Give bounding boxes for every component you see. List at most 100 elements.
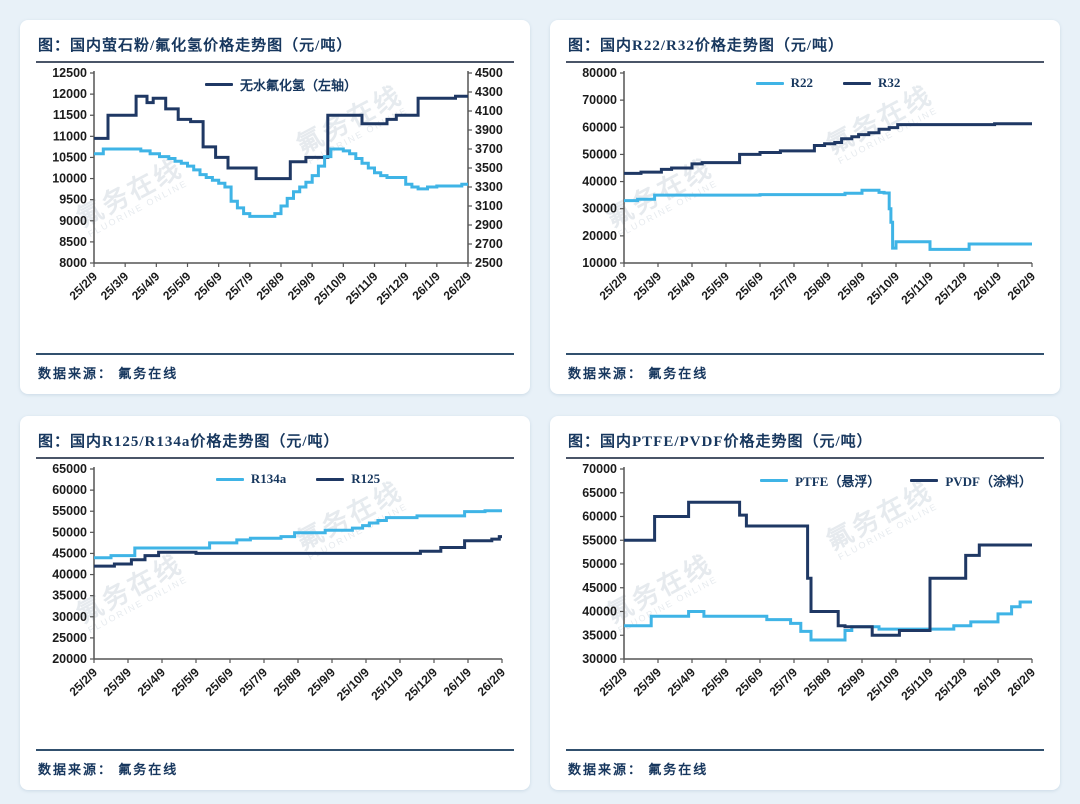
svg-text:26/1/9: 26/1/9 <box>441 665 475 699</box>
svg-text:25/4/9: 25/4/9 <box>135 665 169 699</box>
svg-text:11500: 11500 <box>53 108 87 122</box>
svg-text:3700: 3700 <box>475 142 503 156</box>
svg-text:25/8/9: 25/8/9 <box>254 269 288 303</box>
svg-text:25/6/9: 25/6/9 <box>733 665 767 699</box>
svg-text:2700: 2700 <box>475 237 503 251</box>
svg-text:80000: 80000 <box>582 67 617 80</box>
chart-card-fluorite-hf: 图：国内萤石粉/氟化氢价格走势图（元/吨） 氟务在线 FLUORINE ONLIN… <box>20 20 530 394</box>
svg-text:25/2/9: 25/2/9 <box>597 665 631 699</box>
svg-text:65000: 65000 <box>582 486 617 500</box>
svg-text:25/12/9: 25/12/9 <box>932 269 970 307</box>
data-source-text: 数据来源： 氟务在线 <box>568 366 709 381</box>
svg-text:25/4/9: 25/4/9 <box>665 665 699 699</box>
svg-text:25/11/9: 25/11/9 <box>368 665 406 703</box>
svg-text:25/6/9: 25/6/9 <box>191 269 225 303</box>
svg-text:2900: 2900 <box>475 218 503 232</box>
svg-text:10000: 10000 <box>52 172 87 186</box>
chart-card-ptfe-pvdf: 图：国内PTFE/PVDF价格走势图（元/吨） 氟务在线 FLUORINE ONL… <box>550 416 1060 790</box>
svg-text:50000: 50000 <box>582 147 617 161</box>
svg-text:45000: 45000 <box>582 581 617 595</box>
svg-text:25/3/9: 25/3/9 <box>101 665 135 699</box>
svg-text:25/12/9: 25/12/9 <box>374 269 412 307</box>
data-source-text: 数据来源： 氟务在线 <box>38 366 179 381</box>
chart-svg: 80000 70000 60000 50000 40000 30000 20000 10000… <box>582 67 1039 307</box>
svg-text:3100: 3100 <box>475 199 503 213</box>
svg-text:25/10/9: 25/10/9 <box>864 665 902 703</box>
svg-text:70000: 70000 <box>582 463 617 476</box>
svg-text:9000: 9000 <box>59 214 87 228</box>
svg-text:25000: 25000 <box>52 631 87 645</box>
svg-text:4100: 4100 <box>475 104 503 118</box>
svg-text:26/2/9: 26/2/9 <box>1005 665 1039 699</box>
data-source-row: 数据来源： 氟务在线 <box>566 749 1044 779</box>
svg-text:60000: 60000 <box>52 483 87 497</box>
svg-text:40000: 40000 <box>582 605 617 619</box>
chart-plot-fluorite-hf: 氟务在线 FLUORINE ONLINE 氟务在线 FLUORINE ONLINE 12… <box>36 67 514 347</box>
svg-text:25/7/9: 25/7/9 <box>767 269 801 303</box>
svg-text:30000: 30000 <box>582 202 617 216</box>
svg-text:9500: 9500 <box>59 193 87 207</box>
chart-plot-r22-r32: 氟务在线 FLUORINE ONLINE 氟务在线 FLUORINE ONLINE 80… <box>566 67 1044 347</box>
svg-text:11000: 11000 <box>53 129 87 143</box>
data-source-text: 数据来源： 氟务在线 <box>38 762 179 777</box>
svg-text:25/2/9: 25/2/9 <box>597 269 631 303</box>
chart-title-ptfe-pvdf: 图：国内PTFE/PVDF价格走势图（元/吨） <box>566 428 1044 459</box>
svg-text:8500: 8500 <box>59 235 87 249</box>
svg-text:25/2/9: 25/2/9 <box>67 665 101 699</box>
svg-text:45000: 45000 <box>52 546 87 560</box>
svg-text:25/5/9: 25/5/9 <box>699 665 733 699</box>
svg-text:12500: 12500 <box>52 67 87 80</box>
data-source-row: 数据来源： 氟务在线 <box>566 353 1044 383</box>
svg-text:3500: 3500 <box>475 161 503 175</box>
svg-text:25/4/9: 25/4/9 <box>665 269 699 303</box>
svg-text:25/8/9: 25/8/9 <box>801 269 835 303</box>
svg-text:25/4/9: 25/4/9 <box>129 269 163 303</box>
series-line <box>94 147 468 218</box>
chart-card-r22-r32: 图：国内R22/R32价格走势图（元/吨） 氟务在线 FLUORINE ONLIN… <box>550 20 1060 394</box>
svg-text:40000: 40000 <box>52 568 87 582</box>
svg-text:25/6/9: 25/6/9 <box>733 269 767 303</box>
svg-text:55000: 55000 <box>582 533 617 547</box>
series-line <box>94 509 502 560</box>
svg-text:25/5/9: 25/5/9 <box>169 665 203 699</box>
series-line <box>624 500 1032 637</box>
chart-svg: 70000 65000 60000 55000 50000 45000 40000 35000… <box>582 463 1039 703</box>
svg-text:25/12/9: 25/12/9 <box>932 665 970 703</box>
svg-text:25/7/9: 25/7/9 <box>222 269 256 303</box>
svg-text:25/10/9: 25/10/9 <box>334 665 372 703</box>
svg-text:8000: 8000 <box>59 256 87 270</box>
svg-text:65000: 65000 <box>52 463 87 476</box>
svg-text:25/11/9: 25/11/9 <box>343 269 381 307</box>
svg-text:3900: 3900 <box>475 123 503 137</box>
svg-text:25/11/9: 25/11/9 <box>898 665 936 703</box>
svg-text:2500: 2500 <box>475 256 503 270</box>
svg-text:55000: 55000 <box>52 504 87 518</box>
svg-text:26/2/9: 26/2/9 <box>441 269 475 303</box>
chart-plot-ptfe-pvdf: 氟务在线 FLUORINE ONLINE 氟务在线 FLUORINE ONLINE 70… <box>566 463 1044 743</box>
svg-text:50000: 50000 <box>52 525 87 539</box>
data-source-text: 数据来源： 氟务在线 <box>568 762 709 777</box>
svg-text:25/12/9: 25/12/9 <box>402 665 440 703</box>
chart-plot-r125-r134a: 氟务在线 FLUORINE ONLINE 氟务在线 FLUORINE ONLINE 65… <box>36 463 514 743</box>
chart-title-r125-r134a: 图：国内R125/R134a价格走势图（元/吨） <box>36 428 514 459</box>
svg-text:10000: 10000 <box>582 256 617 270</box>
svg-text:25/7/9: 25/7/9 <box>767 665 801 699</box>
svg-text:25/11/9: 25/11/9 <box>898 269 936 307</box>
svg-text:50000: 50000 <box>582 557 617 571</box>
svg-text:25/5/9: 25/5/9 <box>699 269 733 303</box>
series-line <box>94 535 502 568</box>
svg-text:25/2/9: 25/2/9 <box>67 269 101 303</box>
svg-text:35000: 35000 <box>52 589 87 603</box>
series-line <box>624 122 1032 175</box>
svg-text:25/5/9: 25/5/9 <box>160 269 194 303</box>
svg-text:25/3/9: 25/3/9 <box>98 269 132 303</box>
svg-text:25/10/9: 25/10/9 <box>311 269 349 307</box>
svg-text:26/2/9: 26/2/9 <box>1005 269 1039 303</box>
svg-text:26/1/9: 26/1/9 <box>971 269 1005 303</box>
svg-text:25/6/9: 25/6/9 <box>203 665 237 699</box>
svg-text:26/1/9: 26/1/9 <box>409 269 443 303</box>
svg-text:3300: 3300 <box>475 180 503 194</box>
svg-text:25/3/9: 25/3/9 <box>631 269 665 303</box>
series-line <box>94 94 468 181</box>
